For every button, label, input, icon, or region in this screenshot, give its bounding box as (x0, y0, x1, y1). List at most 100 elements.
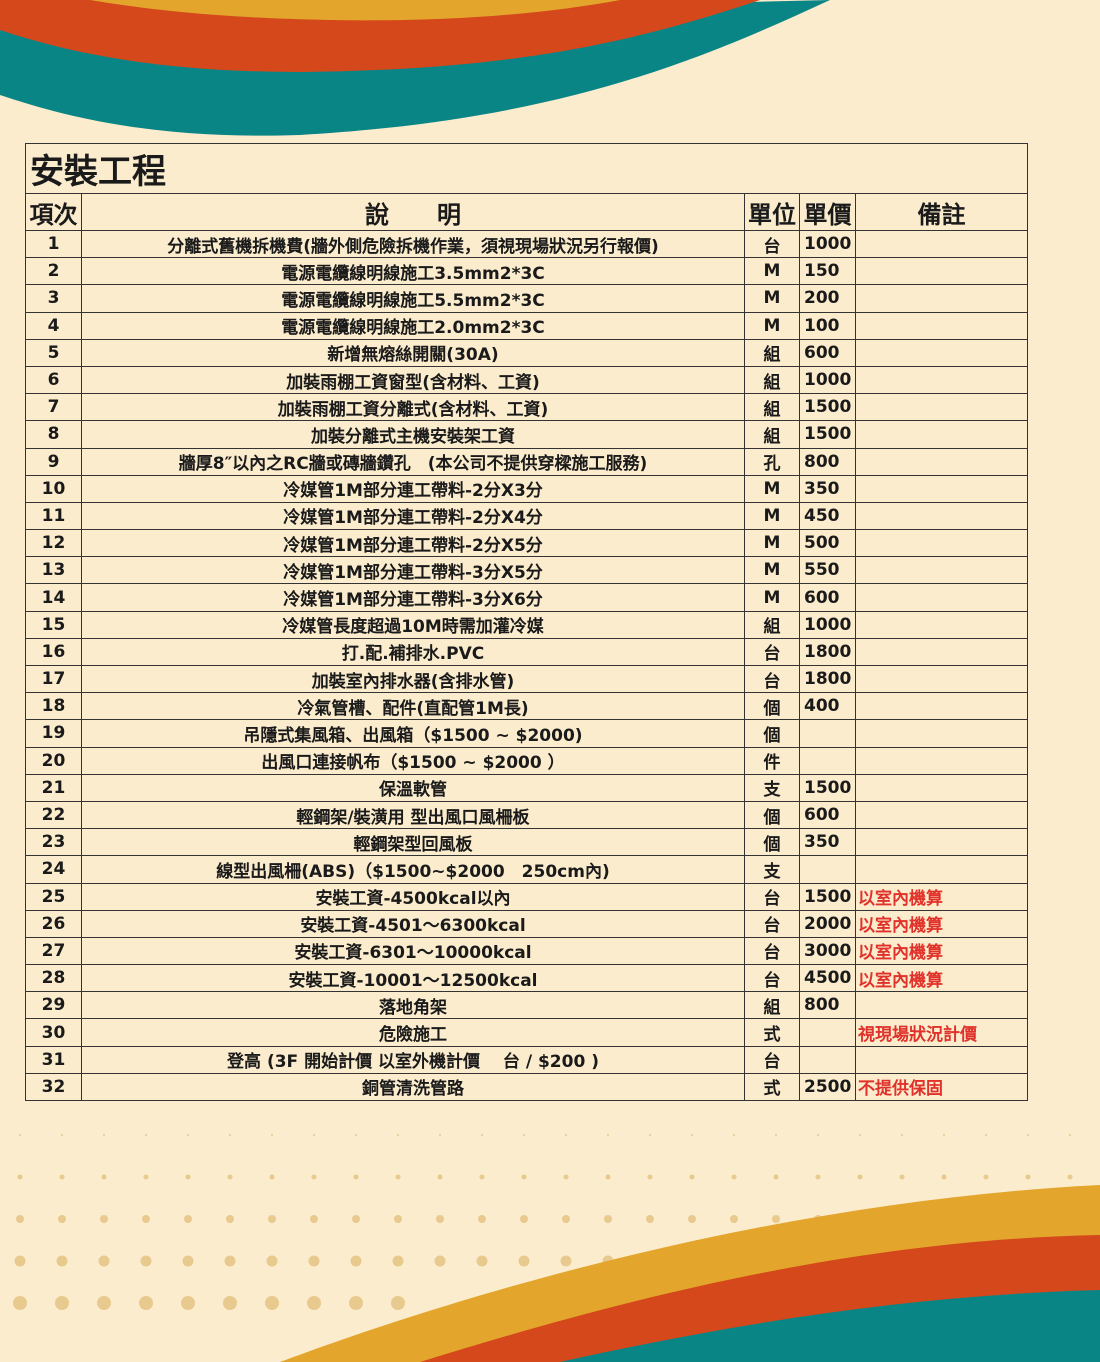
item-number: 11 (25, 501, 82, 531)
item-description: 電源電纜線明線施工3.5mm2*3C (81, 257, 745, 286)
table-row: 19 吊隱式集風箱、出風箱（$1500 ~ $2000) 個 (25, 719, 1028, 748)
dot (266, 1255, 278, 1267)
item-price: 1500 (799, 773, 856, 802)
dot (349, 1296, 363, 1310)
dot (271, 1134, 273, 1136)
dot (815, 1174, 821, 1180)
item-number: 2 (25, 257, 82, 286)
item-number: 25 (25, 882, 82, 911)
header-no: 項次 (25, 193, 82, 231)
table-row: 8 加裝分離式主機安裝架工資組 1500 (25, 420, 1028, 449)
item-number: 6 (25, 365, 82, 395)
item-description: 加裝分離式主機安裝架工資 (81, 420, 745, 449)
item-unit: 台 (744, 637, 800, 667)
item-unit: 組 (744, 365, 800, 395)
dot (775, 1134, 777, 1136)
dot (731, 1174, 737, 1180)
item-description: 安裝工資-6301～10000kcal (81, 936, 745, 966)
item-note (855, 664, 1028, 694)
table-row: 27 安裝工資-6301～10000kcal 台 3000 以室內機算 (25, 936, 1028, 966)
dot (689, 1174, 695, 1180)
item-unit: M (744, 583, 800, 612)
item-price (799, 1018, 856, 1047)
item-unit: 組 (744, 338, 800, 367)
item-note (855, 229, 1028, 259)
dot (397, 1134, 399, 1136)
item-note (855, 991, 1028, 1020)
dot (521, 1174, 527, 1180)
installation-price-table: 安裝工程 項次 說 明 單位 單價 備註 1 分離式舊機拆機費(牆外側危險拆機作業… (25, 143, 1028, 1102)
dot (223, 1296, 237, 1310)
dot (56, 1255, 68, 1267)
item-price: 100 (799, 311, 856, 340)
dot (646, 1215, 654, 1223)
item-unit: 台 (744, 229, 800, 259)
header-price: 單價 (799, 193, 856, 231)
item-number: 9 (25, 447, 82, 476)
item-price: 400 (799, 692, 856, 721)
dot (478, 1215, 486, 1223)
dot (55, 1296, 69, 1310)
item-price: 500 (799, 529, 856, 558)
dot (437, 1174, 443, 1180)
item-note (855, 447, 1028, 476)
item-unit: 件 (744, 746, 800, 775)
item-description: 冷媒管1M部分連工帶料-3分X6分 (81, 583, 745, 612)
item-unit: 孔 (744, 447, 800, 476)
item-price: 1000 (799, 610, 856, 639)
dot (476, 1255, 488, 1267)
item-note: 以室內機算 (855, 909, 1028, 938)
item-note: 以室內機算 (855, 936, 1028, 966)
item-unit: M (744, 556, 800, 585)
item-description: 電源電纜線明線施工2.0mm2*3C (81, 311, 745, 340)
item-price: 3000 (799, 936, 856, 966)
top-wave-orange (0, 0, 760, 72)
item-note (855, 311, 1028, 340)
dot (59, 1174, 65, 1180)
item-price: 150 (799, 257, 856, 286)
dot (14, 1255, 26, 1267)
table-row: 9 牆厚8″以內之RC牆或磚牆鑽孔 (本公司不提供穿樑施工服務) 孔 800 (25, 447, 1028, 476)
item-description: 分離式舊機拆機費(牆外側危險拆機作業，須視現場狀況另行報價) (81, 229, 745, 259)
dot (16, 1215, 24, 1223)
dot (269, 1174, 275, 1180)
dot (184, 1215, 192, 1223)
item-price: 600 (799, 338, 856, 367)
item-unit: M (744, 257, 800, 286)
dot (562, 1215, 570, 1223)
dot (1027, 1134, 1029, 1136)
table-row: 6 加裝雨棚工資窗型(含材料、工資) 組 1000 (25, 365, 1028, 395)
item-note (855, 1045, 1028, 1074)
item-number: 21 (25, 773, 82, 802)
item-note (855, 365, 1028, 395)
item-price: 1500 (799, 882, 856, 911)
dot (434, 1255, 446, 1267)
dot (436, 1215, 444, 1223)
table-row: 22 輕鋼架/裝潢用 型出風口風柵板個 600 (25, 800, 1028, 830)
dot (479, 1174, 485, 1180)
table-title: 安裝工程 (25, 143, 1028, 194)
dot (649, 1134, 651, 1136)
item-note (855, 284, 1028, 313)
item-price (799, 746, 856, 775)
item-unit: 式 (744, 1072, 800, 1102)
table-row: 21 保溫軟管支 1500 (25, 773, 1028, 802)
item-number: 24 (25, 855, 82, 884)
dot (607, 1134, 609, 1136)
item-description: 冷媒管1M部分連工帶料-3分X5分 (81, 556, 745, 585)
item-description: 加裝雨棚工資窗型(含材料、工資) (81, 365, 745, 395)
item-number: 19 (25, 719, 82, 748)
item-note (855, 828, 1028, 857)
dot (481, 1134, 483, 1136)
dot (733, 1134, 735, 1136)
dot (101, 1174, 107, 1180)
dot (227, 1174, 233, 1180)
dot (307, 1296, 321, 1310)
item-note (855, 556, 1028, 585)
item-note (855, 692, 1028, 721)
item-note: 以室內機算 (855, 964, 1028, 993)
item-price: 1500 (799, 420, 856, 449)
table-row: 25 安裝工資-4500kcal以內台 1500 以室內機算 (25, 882, 1028, 911)
item-number: 3 (25, 284, 82, 313)
